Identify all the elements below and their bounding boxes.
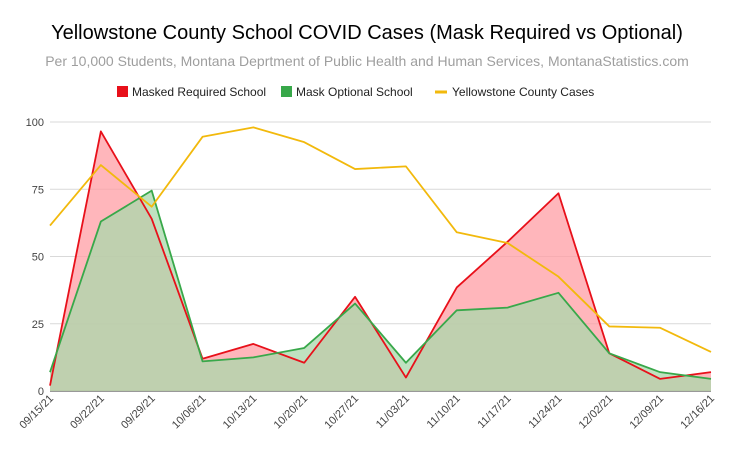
x-tick-label: 10/27/21	[322, 393, 361, 432]
chart-title: Yellowstone County School COVID Cases (M…	[51, 22, 683, 44]
x-tick-label: 12/16/21	[678, 393, 717, 432]
legend-swatch-0	[117, 86, 128, 97]
x-tick-label: 12/02/21	[577, 393, 616, 432]
x-tick-label: 12/09/21	[628, 393, 667, 432]
x-tick-label: 11/17/21	[476, 393, 514, 431]
x-tick-label: 09/22/21	[68, 393, 107, 432]
legend-label-0: Masked Required School	[132, 85, 266, 99]
x-tick-label: 09/15/21	[17, 393, 56, 432]
x-tick-label: 10/20/21	[272, 393, 311, 432]
x-tick-label: 10/06/21	[170, 393, 209, 432]
series-line-2	[49, 126, 712, 353]
legend-label-2: Yellowstone County Cases	[452, 85, 594, 99]
series-line-1	[49, 189, 712, 380]
x-tick-label: 11/10/21	[425, 393, 463, 431]
legend-swatch-1	[281, 86, 292, 97]
y-tick-label: 0	[38, 386, 44, 398]
x-tick-label: 10/13/21	[221, 393, 260, 432]
y-tick-label: 50	[32, 252, 44, 264]
y-tick-label: 75	[32, 184, 44, 196]
chart-subtitle: Per 10,000 Students, Montana Deprtment o…	[45, 53, 689, 69]
series-line-0	[49, 130, 712, 386]
y-tick-label: 100	[26, 117, 44, 129]
series-area-1	[50, 190, 711, 391]
y-tick-label: 25	[32, 319, 44, 331]
x-tick-label: 09/29/21	[119, 393, 158, 432]
x-tick-label: 11/03/21	[374, 393, 412, 431]
legend-label-1: Mask Optional School	[296, 85, 413, 99]
x-tick-label: 11/24/21	[526, 393, 564, 431]
